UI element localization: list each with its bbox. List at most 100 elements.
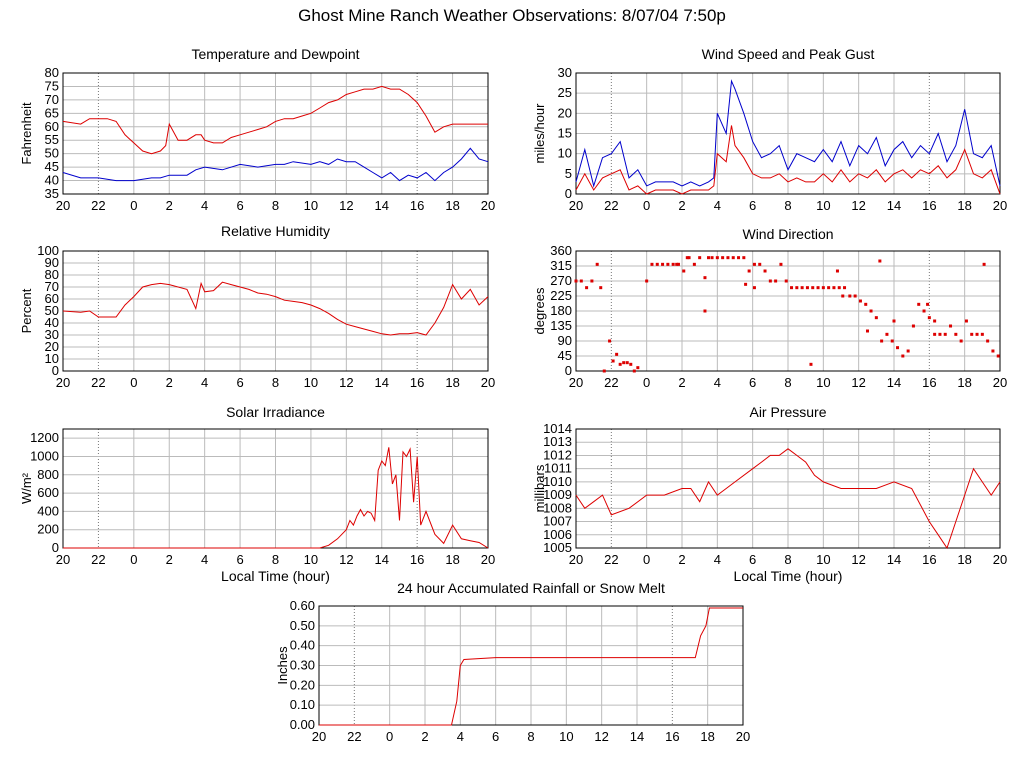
x-tick-label: 12 <box>851 552 865 567</box>
y-tick-label: 1000 <box>30 448 59 463</box>
data-point <box>949 324 953 328</box>
data-point <box>763 269 767 273</box>
data-point <box>752 286 756 290</box>
y-tick-label: 1006 <box>543 527 572 542</box>
chart-title: 24 hour Accumulated Rainfall or Snow Mel… <box>397 580 665 596</box>
x-tick-label: 2 <box>678 198 685 213</box>
data-point <box>742 256 746 260</box>
x-tick-label: 12 <box>339 375 353 390</box>
data-point <box>579 279 583 283</box>
data-point <box>853 294 857 298</box>
data-point <box>676 262 680 266</box>
y-tick-label: 10 <box>45 351 59 366</box>
data-point <box>698 256 702 260</box>
data-point <box>991 349 995 353</box>
data-point <box>890 339 894 343</box>
x-tick-label: 0 <box>643 198 650 213</box>
x-tick-label: 18 <box>445 375 459 390</box>
data-point <box>896 346 900 350</box>
data-point <box>682 269 686 273</box>
y-tick-label: 1005 <box>543 540 572 555</box>
data-point <box>926 302 930 306</box>
x-tick-label: 4 <box>714 375 721 390</box>
data-point <box>703 276 707 280</box>
y-tick-label: 35 <box>45 186 59 201</box>
y-axis-label: miles/hour <box>532 103 547 164</box>
y-tick-label: 600 <box>37 485 59 500</box>
data-point <box>615 352 619 356</box>
y-tick-label: 0.10 <box>290 697 315 712</box>
x-tick-label: 8 <box>272 375 279 390</box>
x-tick-label: 14 <box>630 729 644 744</box>
data-point <box>878 259 882 263</box>
x-tick-label: 6 <box>236 375 243 390</box>
data-point <box>608 339 612 343</box>
data-point <box>687 256 691 260</box>
x-tick-label: 8 <box>272 552 279 567</box>
x-tick-label: 20 <box>56 198 70 213</box>
data-point <box>574 279 578 283</box>
y-tick-label: 1013 <box>543 434 572 449</box>
y-tick-label: 45 <box>558 348 572 363</box>
data-point <box>866 329 869 333</box>
x-tick-label: 20 <box>481 552 495 567</box>
data-point <box>874 316 878 320</box>
x-tick-label: 14 <box>375 375 389 390</box>
chart-rain: 24 hour Accumulated Rainfall or Snow Mel… <box>275 580 750 744</box>
x-tick-label: 0 <box>643 552 650 567</box>
x-tick-label: 12 <box>594 729 608 744</box>
data-point <box>933 332 937 336</box>
chart-title: Relative Humidity <box>221 223 330 239</box>
plot-frame <box>318 605 744 726</box>
data-point <box>816 286 820 290</box>
x-tick-label: 8 <box>527 729 534 744</box>
x-tick-label: 0 <box>130 375 137 390</box>
data-point <box>841 294 845 298</box>
x-tick-label: 6 <box>749 198 756 213</box>
x-tick-label: 0 <box>130 198 137 213</box>
y-tick-label: 0.30 <box>290 658 315 673</box>
x-tick-label: 16 <box>922 198 936 213</box>
data-point <box>622 361 626 365</box>
x-tick-label: 6 <box>492 729 499 744</box>
y-tick-label: 15 <box>558 126 572 141</box>
x-tick-label: 0 <box>130 552 137 567</box>
y-tick-label: 0 <box>565 363 572 378</box>
x-tick-label: 22 <box>347 729 361 744</box>
data-point <box>827 286 831 290</box>
x-tick-label: 14 <box>887 198 901 213</box>
data-point <box>703 309 707 313</box>
y-tick-label: 80 <box>45 267 59 282</box>
y-tick-label: 1011 <box>544 461 572 476</box>
data-point <box>982 262 986 266</box>
data-point <box>835 269 839 273</box>
y-tick-label: 55 <box>45 132 59 147</box>
x-tick-label: 2 <box>166 198 173 213</box>
x-tick-label: 2 <box>421 729 428 744</box>
y-tick-label: 5 <box>565 166 572 181</box>
x-tick-label: 10 <box>304 198 318 213</box>
x-tick-label: 4 <box>714 198 721 213</box>
data-point <box>858 299 862 303</box>
series-line <box>63 447 489 549</box>
x-tick-label: 16 <box>922 552 936 567</box>
data-point <box>892 319 896 323</box>
y-tick-label: 1009 <box>543 487 572 502</box>
data-point <box>618 362 622 366</box>
data-point <box>645 279 649 283</box>
data-point <box>585 286 589 290</box>
data-point <box>927 316 931 320</box>
chart-title: Air Pressure <box>749 404 826 420</box>
x-tick-label: 20 <box>56 552 70 567</box>
x-tick-label: 20 <box>56 375 70 390</box>
data-point <box>752 262 756 266</box>
x-tick-label: 20 <box>736 729 750 744</box>
x-tick-label: 0 <box>386 729 393 744</box>
data-point <box>790 286 794 290</box>
y-tick-label: 70 <box>45 279 59 294</box>
x-tick-label: 8 <box>784 375 791 390</box>
data-point <box>666 262 670 266</box>
data-point <box>795 286 799 290</box>
y-tick-label: 0 <box>52 363 59 378</box>
